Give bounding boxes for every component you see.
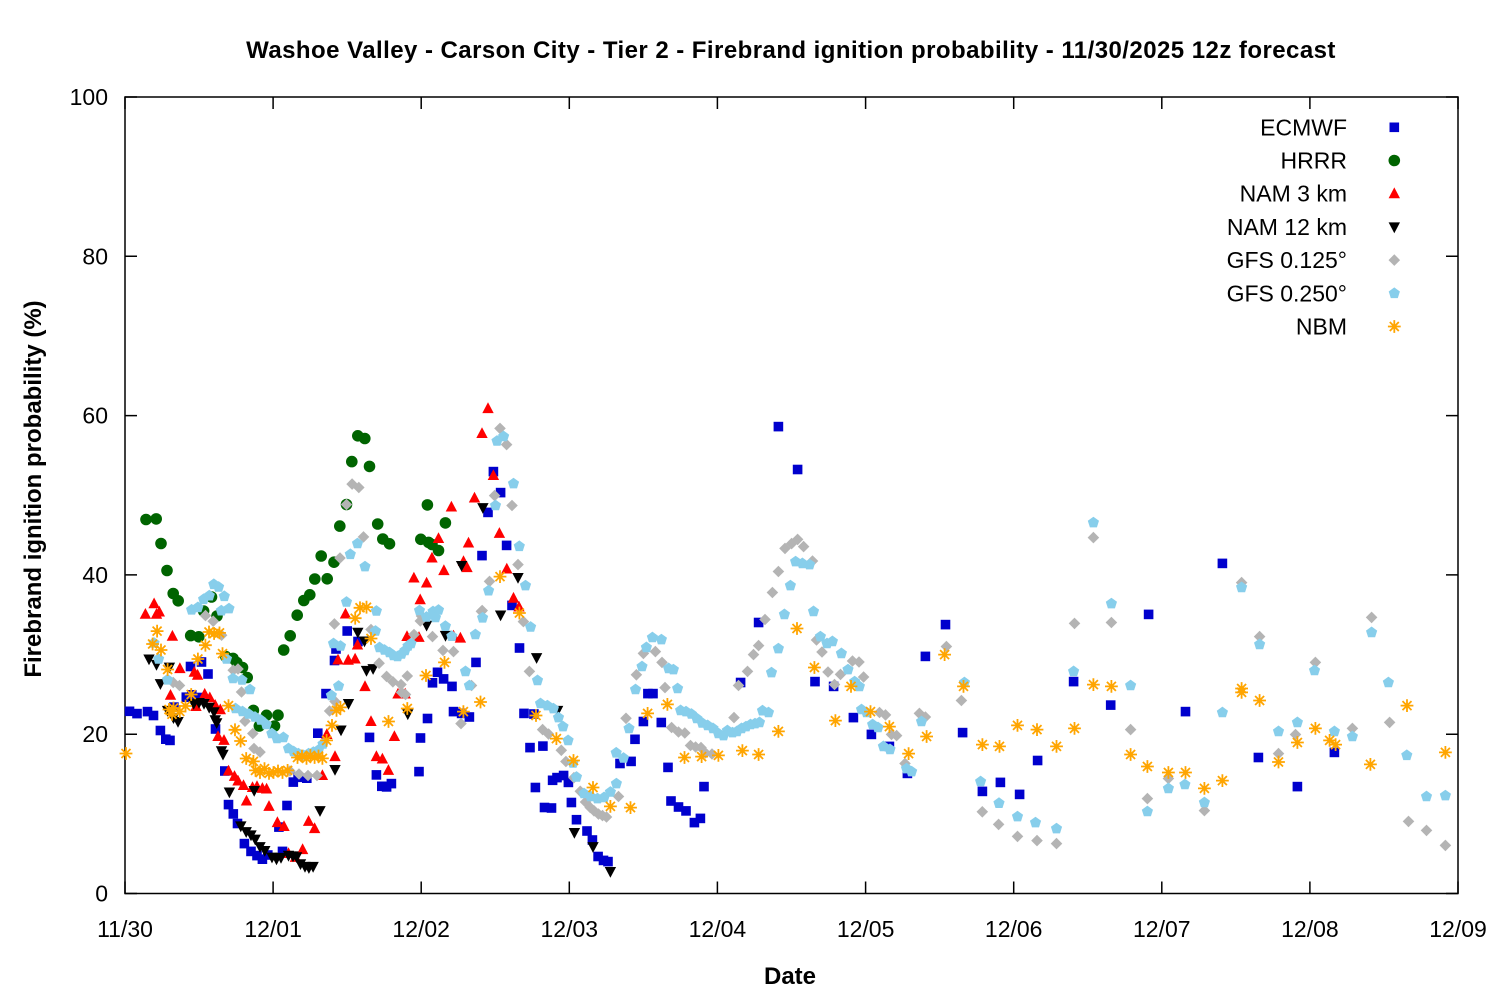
svg-text:0: 0 — [95, 881, 108, 907]
svg-text:12/04: 12/04 — [689, 916, 747, 942]
svg-text:Firebrand ignition probability: Firebrand ignition probability (%) — [20, 300, 47, 677]
svg-text:60: 60 — [82, 403, 108, 429]
svg-text:GFS 0.125°: GFS 0.125° — [1227, 247, 1347, 273]
svg-text:Washoe Valley - Carson City -: Washoe Valley - Carson City - Tier 2 - F… — [246, 37, 1336, 64]
svg-text:12/07: 12/07 — [1133, 916, 1191, 942]
svg-text:100: 100 — [70, 84, 108, 110]
svg-text:NAM 12 km: NAM 12 km — [1227, 214, 1347, 240]
svg-text:GFS 0.250°: GFS 0.250° — [1227, 280, 1347, 306]
svg-text:12/01: 12/01 — [244, 916, 302, 942]
svg-text:HRRR: HRRR — [1281, 148, 1347, 174]
svg-text:ECMWF: ECMWF — [1260, 114, 1347, 140]
svg-text:12/06: 12/06 — [985, 916, 1043, 942]
svg-text:20: 20 — [82, 721, 108, 747]
svg-text:12/09: 12/09 — [1429, 916, 1487, 942]
svg-text:11/30: 11/30 — [97, 916, 153, 942]
svg-text:12/03: 12/03 — [541, 916, 599, 942]
svg-text:80: 80 — [82, 243, 108, 269]
svg-text:12/05: 12/05 — [837, 916, 895, 942]
svg-text:12/08: 12/08 — [1281, 916, 1339, 942]
svg-text:Date: Date — [764, 963, 816, 990]
svg-text:12/02: 12/02 — [392, 916, 450, 942]
svg-text:NAM 3 km: NAM 3 km — [1240, 181, 1347, 207]
svg-text:NBM: NBM — [1296, 314, 1347, 340]
svg-text:40: 40 — [82, 562, 108, 588]
